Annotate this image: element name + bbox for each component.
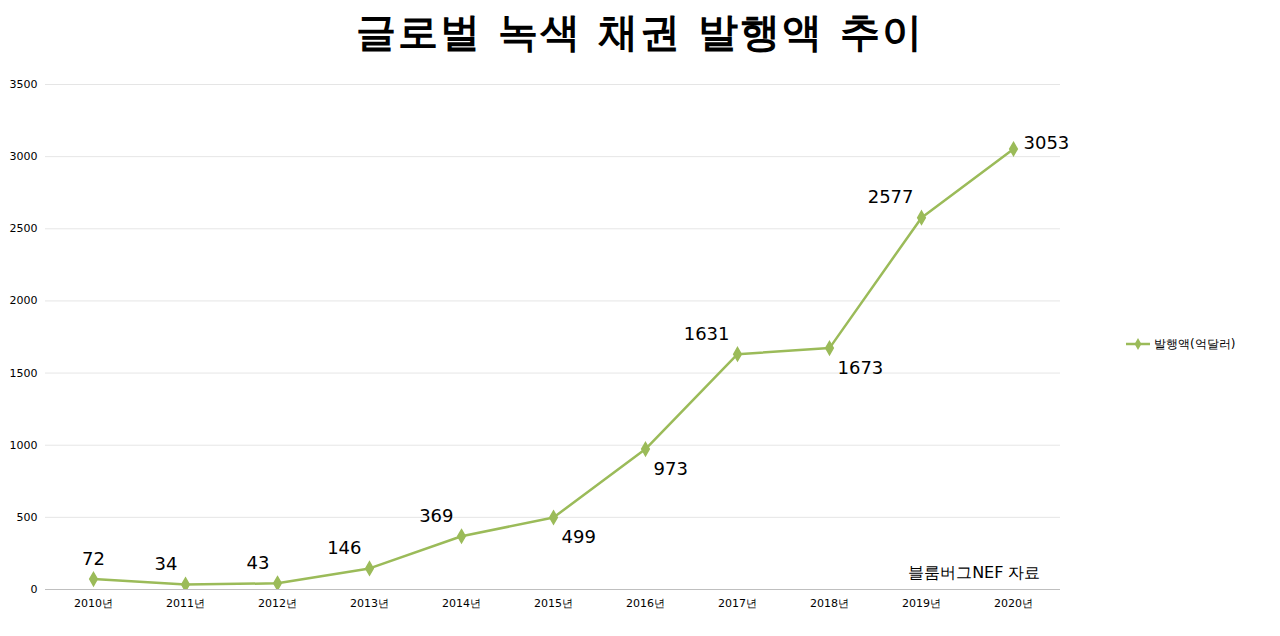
svg-text:2017년: 2017년 xyxy=(718,597,757,610)
svg-text:973: 973 xyxy=(654,458,688,479)
svg-text:2018년: 2018년 xyxy=(810,597,849,610)
svg-text:2500: 2500 xyxy=(10,222,38,235)
svg-text:369: 369 xyxy=(419,505,453,526)
svg-text:499: 499 xyxy=(562,526,596,547)
html-text:발행액(억달러): 발행액(억달러) xyxy=(1154,336,1236,351)
svg-text:1631: 1631 xyxy=(684,323,730,344)
svg-text:3053: 3053 xyxy=(1024,132,1070,153)
svg-text:34: 34 xyxy=(155,553,178,574)
svg-text:2014년: 2014년 xyxy=(442,597,481,610)
svg-text:2019년: 2019년 xyxy=(902,597,941,610)
svg-text:43: 43 xyxy=(247,552,270,573)
svg-text:블룸버그NEF 자료: 블룸버그NEF 자료 xyxy=(908,563,1040,582)
svg-text:1000: 1000 xyxy=(10,439,38,452)
svg-text:2015년: 2015년 xyxy=(534,597,573,610)
svg-text:2011년: 2011년 xyxy=(166,597,205,610)
svg-text:2000: 2000 xyxy=(10,294,38,307)
svg-text:2577: 2577 xyxy=(868,186,914,207)
svg-text:500: 500 xyxy=(17,511,38,524)
svg-text:2012년: 2012년 xyxy=(258,597,297,610)
svg-text:1500: 1500 xyxy=(10,367,38,380)
svg-text:0: 0 xyxy=(31,583,38,596)
svg-text:146: 146 xyxy=(327,537,361,558)
svg-text:2010년: 2010년 xyxy=(74,597,113,610)
svg-text:72: 72 xyxy=(82,548,105,569)
svg-text:2013년: 2013년 xyxy=(350,597,389,610)
svg-text:3500: 3500 xyxy=(10,78,38,91)
svg-text:2020년: 2020년 xyxy=(994,597,1033,610)
svg-text:1673: 1673 xyxy=(838,357,884,378)
svg-text:3000: 3000 xyxy=(10,150,38,163)
html-text:글로벌 녹색 채권 발행액 추이: 글로벌 녹색 채권 발행액 추이 xyxy=(356,9,924,55)
svg-text:2016년: 2016년 xyxy=(626,597,665,610)
